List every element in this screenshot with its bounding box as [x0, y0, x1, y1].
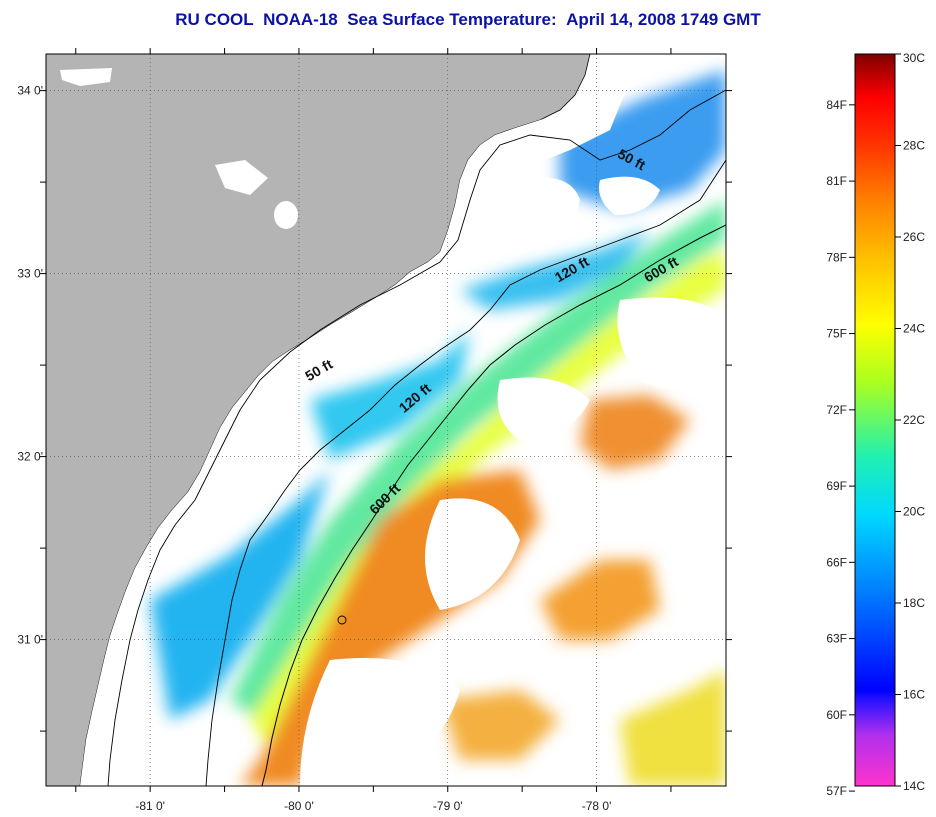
land-cloud — [215, 160, 268, 195]
colorbar-label-c: 16C — [903, 688, 925, 702]
cloud-patch — [497, 377, 590, 440]
colorbar-label-c: 30C — [903, 51, 925, 65]
contour-50ft-line — [107, 89, 726, 786]
lon-label: -78 0' — [582, 799, 612, 813]
axis-labels: -81 0' -80 0' -79 0' -78 0' 34 0' 33 0' 32 0' 3… — [17, 84, 611, 813]
sst-eddy-se — [540, 560, 660, 640]
colorbar-label-c: 22C — [903, 413, 925, 427]
lat-label: 34 0' — [17, 84, 43, 98]
land-clouds — [60, 68, 298, 229]
map-title: RU COOL NOAA-18 Sea Surface Temperature:… — [0, 10, 936, 30]
colorbar-label-c: 24C — [903, 322, 925, 336]
colorbar-label-f: 69F — [826, 479, 847, 493]
colorbar-label-f: 84F — [826, 98, 847, 112]
title-datetime: April 14, 2008 1749 GMT — [566, 10, 761, 29]
lon-label: -81 0' — [135, 799, 165, 813]
colorbar-label-f: 75F — [826, 327, 847, 341]
cloud-patch — [480, 618, 540, 680]
sst-eddy-east — [580, 395, 690, 470]
colorbar-label-f: 72F — [826, 403, 847, 417]
lat-label: 32 0' — [17, 450, 43, 464]
colorbar-label-c: 14C — [903, 779, 925, 793]
colorbar-label-f: 63F — [826, 632, 847, 646]
colorbar-label-c: 26C — [903, 230, 925, 244]
buoy-marker — [337, 615, 347, 625]
lat-label: 33 0' — [17, 267, 43, 281]
lon-label: -79 0' — [433, 799, 463, 813]
colorbar-label-f: 78F — [826, 250, 847, 264]
title-product: Sea Surface Temperature: — [347, 10, 557, 29]
cloud-patch — [617, 297, 726, 390]
sst-shelf-south — [150, 470, 330, 720]
graticule — [46, 54, 726, 786]
cloud-patches — [300, 176, 726, 786]
land-cloud — [274, 201, 298, 229]
lat-label: 31 0' — [17, 633, 43, 647]
axis-ticks — [40, 48, 732, 792]
sst-south-orange — [440, 690, 560, 760]
colorbar-scale — [854, 53, 896, 787]
colorbar-label-f: 60F — [826, 708, 847, 722]
colorbar-label-f: 57F — [826, 784, 847, 798]
colorbar-label-c: 28C — [903, 139, 925, 153]
cloud-patch — [599, 176, 660, 215]
land-cloud — [60, 68, 112, 86]
contour-120ft-line — [205, 159, 726, 786]
cloud-patch — [300, 658, 460, 786]
colorbar-label-c: 20C — [903, 505, 925, 519]
cloud-patch — [660, 465, 726, 560]
contour-600ft-line — [261, 224, 726, 786]
cloud-patch — [425, 498, 520, 610]
sst-shelf-north — [560, 70, 726, 210]
sst-shelf-mid — [310, 330, 470, 460]
cloud-patch — [514, 177, 580, 250]
colorbar-labels: 30C 28C 26C 24C 22C 20C 18C 16C 14C 84F 81F 78F 75F 7… — [826, 51, 925, 798]
title-satellite: NOAA-18 — [263, 10, 338, 29]
map-frame — [45, 53, 727, 787]
colorbar-label-f: 81F — [826, 174, 847, 188]
colorbar: 30C 28C 26C 24C 22C 20C 18C 16C 14C 84F 81F 78F 75F 7… — [826, 51, 925, 798]
sst-green-band — [230, 200, 726, 720]
sst-south-yellow — [620, 670, 726, 786]
lon-label: -80 0' — [284, 799, 314, 813]
colorbar-label-f: 66F — [826, 555, 847, 569]
title-org: RU COOL — [175, 10, 254, 29]
sst-shelf-north2 — [460, 230, 650, 310]
colorbar-label-c: 18C — [903, 596, 925, 610]
